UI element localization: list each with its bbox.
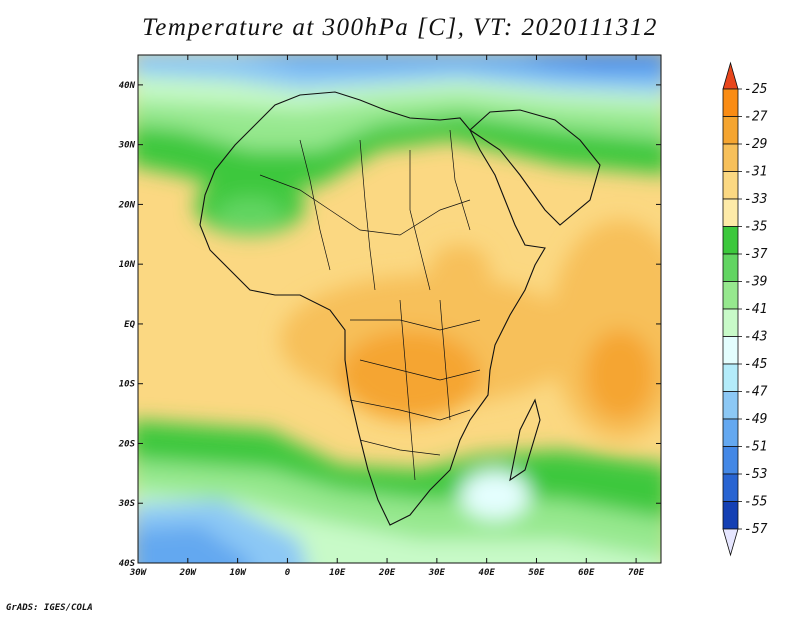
chart-title: Temperature at 300hPa [C], VT: 202011131… [142, 14, 658, 41]
colorbar-label: -37 [744, 247, 768, 262]
lon-tick-label: 40E [479, 568, 496, 578]
lon-tick-label: 20E [378, 568, 396, 578]
colorbar: -25 -27 -29 -31 -33 -35 -37 -39 -41 -43 -45 -47 -49 -… [722, 61, 768, 557]
lat-tick-label: 40S [119, 559, 136, 569]
colorbar-label: -55 [744, 495, 768, 510]
colorbar-label: -51 [744, 440, 767, 455]
colorbar-label: -45 [744, 357, 768, 372]
colorbar-label: -27 [744, 110, 768, 125]
lon-tick-label: 20W [179, 568, 198, 578]
colorbar-swatch [722, 281, 739, 310]
colorbar-swatch [722, 363, 739, 392]
colorbar-label: -39 [744, 275, 767, 290]
lat-tick-label: 20N [118, 200, 136, 210]
colorbar-swatch [722, 336, 739, 365]
lon-tick-label: 0 [285, 568, 291, 578]
lon-tick-label: 30W [129, 568, 148, 578]
lat-tick-label: 20S [118, 439, 136, 449]
colorbar-swatch [722, 198, 739, 227]
lat-tick-label: EQ [124, 320, 135, 330]
lon-tick-label: 10W [229, 568, 247, 578]
colorbar-label: -47 [744, 385, 768, 400]
colorbar-swatch [722, 171, 739, 200]
colorbar-swatch [722, 88, 739, 117]
axis-ticks: 30W 20W 10W 0 10E 20E 30E 40E 50E 60E 70E 40N 30N 20N… [118, 55, 661, 578]
coastline [199, 91, 601, 526]
colorbar-swatch [722, 116, 739, 145]
lon-tick-label: 30E [428, 568, 446, 578]
colorbar-bottom-triangle [722, 528, 739, 557]
colorbar-swatch [722, 391, 739, 420]
colorbar-swatch [722, 308, 739, 337]
temperature-field [138, 55, 661, 563]
lon-tick-label: 70E [628, 568, 645, 578]
colorbar-swatch [722, 418, 739, 447]
colorbar-swatch [722, 143, 739, 172]
colorbar-label: -25 [744, 82, 768, 97]
colorbar-top-triangle [722, 61, 739, 90]
colorbar-swatch [722, 226, 739, 255]
colorbar-label: -35 [744, 220, 768, 235]
colorbar-swatch [722, 446, 739, 475]
map-frame [137, 54, 662, 564]
lat-tick-label: 40N [119, 81, 136, 91]
colorbar-label: -49 [744, 412, 767, 427]
colorbar-swatch [722, 501, 739, 530]
colorbar-label: -43 [744, 330, 767, 345]
colorbar-label: -53 [744, 467, 767, 482]
country-borders [259, 129, 481, 481]
lat-tick-label: 30N [118, 141, 136, 151]
lon-tick-label: 50E [528, 568, 545, 578]
lon-tick-label: 10E [329, 568, 346, 578]
colorbar-label: -29 [744, 137, 767, 152]
colorbar-swatch [722, 253, 739, 282]
colorbar-label: -31 [744, 165, 767, 180]
credit-text: GrADS: IGES/COLA [6, 603, 93, 613]
lon-tick-label: 60E [578, 568, 595, 578]
colorbar-label: -57 [744, 522, 768, 537]
colorbar-swatch [722, 473, 739, 502]
lat-tick-label: 10S [119, 380, 136, 390]
lat-tick-label: 30S [118, 499, 136, 509]
lat-tick-label: 10N [119, 260, 136, 270]
colorbar-label: -33 [744, 192, 767, 207]
colorbar-label: -41 [744, 302, 767, 317]
